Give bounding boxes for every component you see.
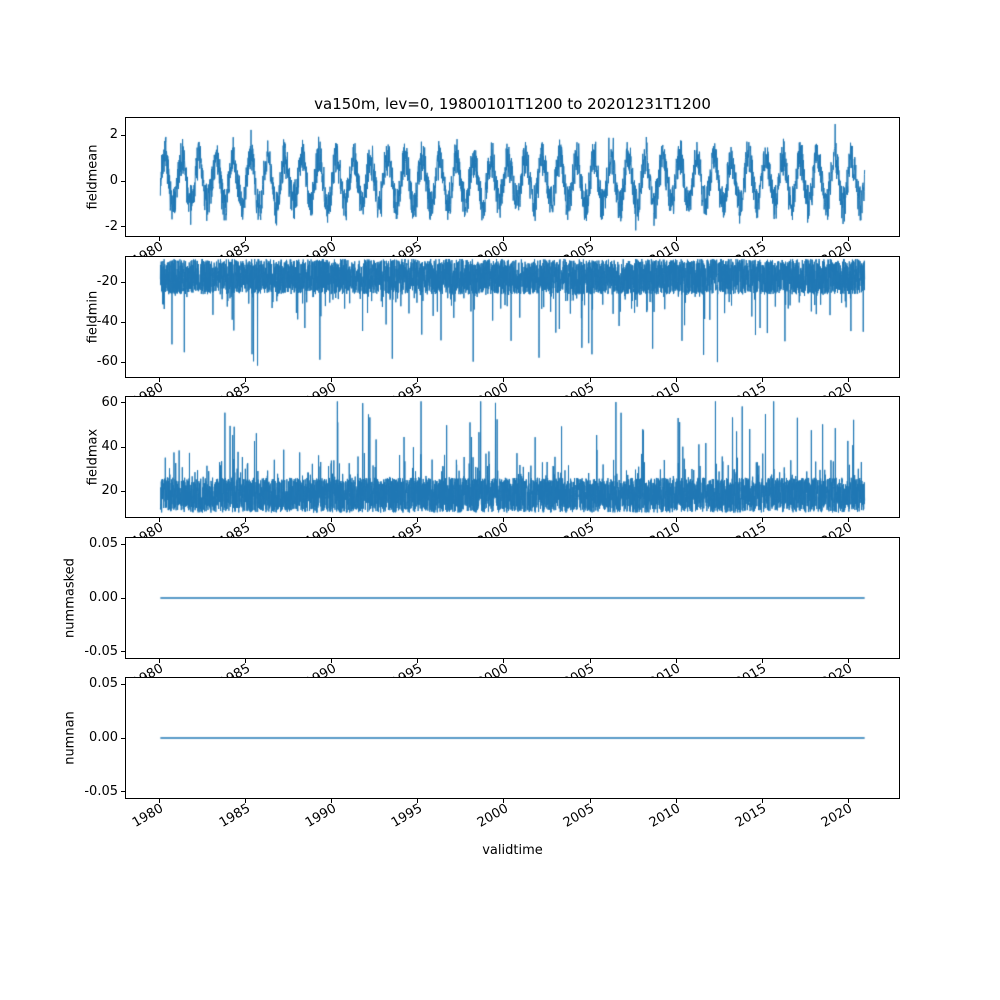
x-tick-mark: [761, 237, 763, 241]
x-tick-label: 2000: [474, 801, 511, 831]
x-tick-mark: [675, 799, 677, 803]
x-tick-mark: [675, 237, 677, 241]
y-tick-label: 0: [109, 173, 118, 188]
x-tick-mark: [503, 659, 505, 663]
y-tick-label: -20: [96, 274, 118, 289]
x-tick-mark: [417, 799, 419, 803]
x-tick-mark: [245, 518, 247, 522]
x-tick-mark: [417, 378, 419, 382]
x-tick-label: 2010: [646, 801, 684, 831]
x-tick-mark: [847, 378, 849, 382]
x-tick-label: 1980: [130, 801, 167, 831]
y-tick-label: -0.05: [84, 783, 118, 799]
y-tick-mark: [121, 651, 125, 652]
y-tick-mark: [121, 361, 125, 363]
y-tick-label: -2: [105, 218, 118, 234]
y-tick-mark: [121, 402, 125, 404]
x-tick-mark: [331, 799, 333, 803]
x-tick-mark: [761, 378, 763, 382]
y-tick-label: 0.05: [89, 536, 118, 552]
y-tick-mark: [121, 490, 125, 492]
y-tick-label: -60: [96, 354, 118, 369]
y-tick-label: -40: [96, 314, 118, 329]
y-tick-mark: [121, 180, 125, 182]
x-tick-label: 2020: [819, 801, 856, 831]
x-tick-mark: [245, 659, 247, 663]
y-tick-mark: [121, 281, 125, 283]
x-tick-mark: [847, 518, 849, 522]
x-tick-mark: [503, 799, 505, 803]
x-tick-mark: [589, 518, 591, 522]
y-tick-mark: [121, 321, 125, 323]
x-tick-mark: [589, 378, 591, 382]
x-tick-mark: [331, 518, 333, 522]
x-tick-mark: [245, 237, 247, 241]
x-tick-mark: [158, 659, 160, 663]
x-tick-mark: [847, 799, 849, 803]
x-tick-mark: [589, 659, 591, 663]
x-tick-mark: [503, 518, 505, 522]
x-tick-mark: [245, 799, 247, 803]
subplot-nummasked: [125, 537, 900, 659]
y-tick-mark: [121, 791, 125, 792]
y-tick-label: 0.05: [89, 676, 118, 692]
x-tick-mark: [331, 378, 333, 382]
y-tick-label: -0.05: [84, 643, 118, 659]
x-tick-mark: [589, 237, 591, 241]
x-tick-mark: [589, 799, 591, 803]
y-tick-mark: [121, 683, 125, 685]
y-tick-label: 0.00: [89, 730, 118, 745]
x-tick-mark: [675, 659, 677, 663]
x-tick-label: 1990: [302, 801, 339, 831]
x-tick-mark: [158, 799, 160, 803]
x-tick-mark: [417, 237, 419, 241]
x-tick-mark: [417, 659, 419, 663]
x-tick-label: 1985: [216, 801, 253, 831]
y-tick-mark: [121, 134, 125, 136]
y-tick-mark: [121, 597, 125, 599]
subplot-numnan: [125, 677, 900, 799]
x-tick-mark: [158, 378, 160, 382]
plot-canvas-fieldmax: [126, 397, 899, 517]
x-axis-label: validtime: [482, 843, 543, 858]
plot-canvas-fieldmean: [126, 118, 899, 236]
y-tick-mark: [121, 737, 125, 739]
x-tick-mark: [847, 659, 849, 663]
x-tick-mark: [158, 237, 160, 241]
x-tick-mark: [761, 659, 763, 663]
x-tick-mark: [331, 659, 333, 663]
subplot-fieldmin: [125, 256, 900, 378]
y-tick-label: 0.00: [89, 590, 118, 605]
x-tick-mark: [417, 518, 419, 522]
y-tick-label: 60: [101, 394, 118, 410]
y-axis-label-fieldmax: fieldmax: [85, 428, 101, 486]
x-tick-mark: [675, 518, 677, 522]
x-tick-mark: [675, 378, 677, 382]
y-tick-label: 2: [109, 127, 118, 143]
x-tick-mark: [331, 237, 333, 241]
x-tick-mark: [158, 518, 160, 522]
y-tick-label: 20: [101, 483, 118, 499]
subplot-fieldmean: [125, 117, 900, 237]
plot-canvas-fieldmin: [126, 257, 899, 377]
y-tick-mark: [121, 446, 125, 448]
x-tick-label: 1995: [388, 801, 425, 831]
x-tick-label: 2015: [733, 801, 770, 831]
x-tick-mark: [503, 378, 505, 382]
y-tick-mark: [121, 226, 125, 228]
plot-canvas-nummasked: [126, 538, 899, 658]
y-tick-label: 40: [101, 439, 118, 455]
x-tick-mark: [503, 237, 505, 241]
x-tick-mark: [245, 378, 247, 382]
subplot-fieldmax: [125, 396, 900, 518]
x-tick-label: 2005: [560, 801, 597, 831]
y-tick-mark: [121, 543, 125, 545]
x-tick-mark: [847, 237, 849, 241]
x-tick-mark: [761, 799, 763, 803]
x-tick-mark: [761, 518, 763, 522]
figure-title: va150m, lev=0, 19800101T1200 to 20201231…: [314, 95, 711, 113]
plot-canvas-numnan: [126, 678, 899, 798]
